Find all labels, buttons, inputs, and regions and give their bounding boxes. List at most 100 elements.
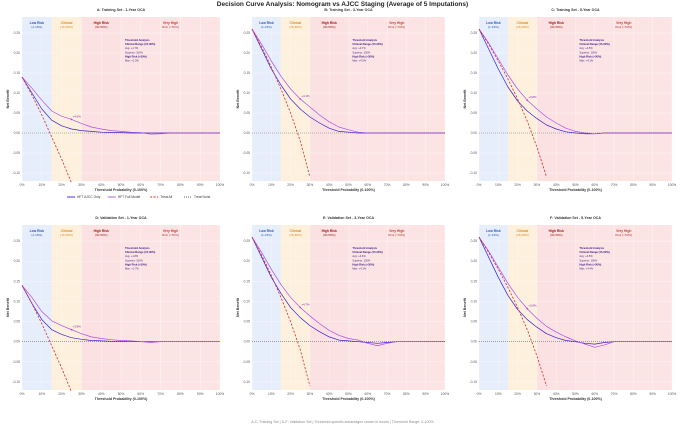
threshold-annotation-line: Superior: 100% — [579, 258, 598, 262]
peak-marker — [526, 99, 529, 102]
series-line-treat-all — [21, 76, 72, 184]
zone-label: Clinical — [517, 21, 529, 25]
x-tick-label: 40% — [326, 392, 333, 396]
panel-c: C: Training Set - 5-Year OCA Low Risk(1-1… — [463, 8, 676, 192]
threshold-annotation-line: Max: +1.3% — [125, 59, 139, 63]
x-tick-label: 20% — [58, 183, 65, 187]
zone-band — [121, 225, 220, 390]
x-tick-label: 80% — [630, 183, 637, 187]
threshold-annotation-line: Avg: +4.5% — [579, 46, 593, 50]
y-tick-label: 0.10 — [14, 299, 21, 303]
zone-band — [507, 17, 537, 181]
zone-band — [252, 17, 281, 181]
y-tick-label: 0.20 — [244, 51, 251, 55]
legend-label: HFT AJCC Only — [77, 195, 101, 199]
x-tick-label: 70% — [611, 183, 618, 187]
x-tick-label: 30% — [534, 183, 541, 187]
threshold-annotation-line: Threshold Analysis — [579, 38, 604, 42]
x-axis-label: Threshold Probability (0-100%) — [322, 397, 376, 401]
zone-band — [121, 17, 220, 181]
series-line-hft-full-model — [478, 28, 672, 135]
x-tick-label: 30% — [78, 392, 85, 396]
threshold-annotation-line: Clinical Range (15-30%) — [125, 42, 155, 46]
x-tick-label: 70% — [384, 183, 391, 187]
zone-range: (15-30%) — [289, 25, 302, 29]
y-tick-label: -0.10 — [12, 171, 20, 175]
series-line-hft-full-model — [251, 28, 445, 134]
x-tick-label: 50% — [118, 183, 125, 187]
y-axis-label: Net Benefit — [236, 297, 240, 317]
zone-range: (30-50%) — [95, 25, 108, 29]
threshold-annotation-line: Clinical Range (15-30%) — [125, 250, 155, 254]
series-line-hft-full-model — [251, 236, 445, 347]
zone-label: Low Risk — [259, 229, 274, 233]
zone-range: (15-30%) — [516, 25, 529, 29]
zone-range: (1-15%) — [261, 25, 272, 29]
x-tick-label: 90% — [197, 392, 204, 396]
x-tick-label: 60% — [137, 183, 144, 187]
threshold-annotation-line: Threshold Analysis — [125, 246, 150, 250]
threshold-annotation-line: Max: +1.7% — [125, 267, 139, 271]
y-tick-label: 0.15 — [14, 279, 21, 283]
zone-label: Clinical — [290, 229, 302, 233]
threshold-annotation-line: Max: +4.4% — [579, 267, 593, 271]
y-tick-label: 0.00 — [244, 131, 251, 135]
zone-range: (1-15%) — [31, 25, 42, 29]
threshold-annotation-line: Threshold Analysis — [579, 246, 604, 250]
x-axis-label: Threshold Probability (0-100%) — [549, 397, 603, 401]
threshold-annotation-line: Max: +4.1% — [579, 59, 593, 63]
panel-title: E: Validation Set - 3-Year OCA — [323, 216, 375, 220]
x-tick-label: 60% — [364, 392, 371, 396]
threshold-annotation-line: Clinical Range (15-30%) — [352, 250, 382, 254]
zone-range: (15-30%) — [60, 233, 73, 237]
x-tick-label: 20% — [514, 392, 521, 396]
zone-label: Very High — [389, 21, 404, 25]
x-tick-label: 70% — [157, 183, 164, 187]
zone-label: Clinical — [61, 21, 73, 25]
threshold-annotation-line: High Risk (>30%) — [579, 262, 601, 266]
y-axis-label: Net Benefit — [6, 297, 10, 317]
x-tick-label: 100% — [216, 183, 225, 187]
x-tick-label: 90% — [422, 392, 429, 396]
x-tick-label: 40% — [98, 183, 105, 187]
y-tick-label: -0.05 — [242, 151, 250, 155]
threshold-annotation-line: Clinical Range (15-30%) — [579, 42, 609, 46]
x-tick-label: 50% — [345, 392, 352, 396]
threshold-annotation-line: Superior: 100% — [352, 50, 371, 54]
page-title: Decision Curve Analysis: Nomogram vs AJC… — [216, 1, 469, 8]
panel-title: B: Training Set - 3-Year OCA — [324, 8, 373, 12]
threshold-annotation-line: Threshold Analysis — [352, 246, 377, 250]
peak-diff-label: +3.8% — [528, 95, 537, 99]
zone-label: High Risk — [549, 229, 564, 233]
x-tick-label: 40% — [553, 183, 560, 187]
zone-label: High Risk — [94, 229, 109, 233]
y-tick-label: -0.10 — [242, 380, 250, 384]
zone-label: High Risk — [549, 21, 564, 25]
y-tick-label: 0.25 — [471, 31, 478, 35]
x-tick-label: 90% — [422, 183, 429, 187]
zone-range: Risk (>50%) — [615, 25, 632, 29]
x-tick-label: 0% — [20, 392, 25, 396]
zone-label: Low Risk — [30, 21, 45, 25]
y-tick-label: 0.00 — [471, 340, 478, 344]
x-tick-label: 0% — [477, 183, 482, 187]
threshold-annotation-line: Threshold Analysis — [352, 38, 377, 42]
y-tick-label: 0.15 — [471, 71, 478, 75]
y-tick-label: 0.20 — [244, 259, 251, 263]
y-tick-label: 0.10 — [244, 299, 251, 303]
y-tick-label: -0.05 — [469, 151, 477, 155]
zone-range: Risk (>50%) — [162, 233, 179, 237]
y-tick-label: 0.25 — [244, 31, 251, 35]
threshold-annotation-line: Clinical Range (15-30%) — [352, 42, 382, 46]
y-tick-label: 0.15 — [471, 279, 478, 283]
x-tick-label: 10% — [38, 183, 45, 187]
zone-label: Very High — [616, 229, 631, 233]
x-tick-label: 100% — [441, 183, 450, 187]
y-axis-label: Net Benefit — [236, 89, 240, 109]
x-tick-label: 70% — [157, 392, 164, 396]
panel-title: A: Training Set - 1-Year OCA — [97, 8, 146, 12]
legend-label: Treat All — [160, 195, 172, 199]
